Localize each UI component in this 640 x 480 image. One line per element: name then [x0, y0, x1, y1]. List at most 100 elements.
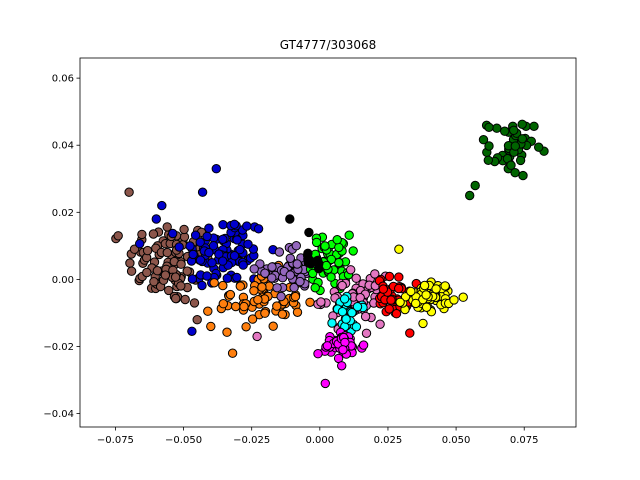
scatter-point [227, 348, 238, 358]
scatter-point [267, 262, 277, 272]
y-tick-label: −0.02 [43, 342, 74, 353]
scatter-point [492, 123, 502, 133]
scatter-point [500, 126, 510, 136]
scatter-point [394, 244, 404, 254]
scatter-point [411, 298, 421, 309]
scatter-point [295, 276, 305, 287]
scatter-point [243, 239, 253, 249]
y-tick-label: 0.00 [52, 275, 74, 286]
scatter-point [218, 234, 228, 245]
scatter-point [206, 321, 216, 332]
scatter-point [358, 340, 369, 350]
scatter-point [249, 264, 259, 274]
scatter-point [337, 361, 347, 371]
scatter-point [391, 309, 402, 319]
scatter-point [440, 281, 450, 291]
scatter-point [239, 301, 249, 312]
scatter-point [211, 164, 222, 174]
scatter-point [197, 187, 208, 197]
scatter-point [421, 290, 431, 300]
scatter-point [292, 307, 303, 317]
scatter-point [187, 274, 198, 284]
scatter-point [370, 269, 380, 279]
scatter-point [285, 253, 295, 263]
scatter-point [174, 242, 184, 252]
scatter-point [135, 239, 145, 249]
scatter-points [111, 119, 549, 389]
x-tick-label: 0.050 [442, 435, 471, 446]
scatter-point [171, 293, 181, 304]
scatter-point [197, 280, 207, 291]
scatter-point [235, 244, 245, 255]
scatter-point [339, 294, 350, 304]
y-tick-label: 0.02 [52, 208, 74, 219]
scatter-point [126, 266, 137, 276]
scatter-point [267, 273, 277, 283]
scatter-point [312, 255, 323, 266]
x-tick-label: 0.025 [374, 435, 403, 446]
scatter-point [327, 318, 337, 328]
scatter-point [162, 247, 173, 258]
scatter-point [311, 237, 322, 248]
scatter-point [162, 222, 172, 232]
scatter-point [304, 227, 314, 238]
scatter-point [515, 155, 526, 166]
scatter-point [218, 256, 228, 266]
scatter-point [344, 230, 354, 240]
scatter-point [449, 295, 459, 305]
scatter-point [395, 297, 405, 307]
scatter-point [125, 258, 135, 268]
scatter-point [419, 280, 430, 291]
scatter-point [185, 241, 195, 251]
scatter-point [320, 241, 330, 251]
scatter-point [231, 301, 241, 312]
scatter-point [160, 270, 171, 280]
scatter-point [176, 259, 186, 269]
scatter-point [272, 301, 282, 311]
y-tick-label: −0.04 [43, 409, 74, 420]
scatter-point [124, 187, 134, 197]
scatter-point [326, 272, 336, 282]
scatter-point [305, 297, 315, 307]
scatter-point [204, 247, 214, 258]
scatter-point [189, 298, 200, 308]
scatter-point [484, 141, 494, 151]
scatter-point [209, 278, 219, 288]
scatter-point [351, 322, 362, 332]
scatter-point [341, 314, 351, 324]
x-tick-label: −0.025 [233, 435, 270, 446]
scatter-point [152, 266, 163, 276]
scatter-point [260, 268, 270, 278]
scatter-point [483, 155, 493, 166]
scatter-point [229, 219, 240, 230]
x-tick-label: 0.000 [306, 435, 335, 446]
scatter-point [289, 282, 299, 293]
scatter-point [337, 307, 348, 317]
scatter-point [149, 277, 159, 287]
scatter-point [225, 289, 236, 300]
scatter-point [151, 214, 162, 224]
scatter-point [187, 326, 197, 336]
scatter-point [202, 231, 212, 242]
scatter-point [506, 160, 516, 170]
scatter-point [360, 311, 371, 322]
scatter-point [229, 251, 240, 261]
scatter-point [277, 309, 288, 319]
scatter-point [334, 242, 344, 253]
y-tick-label: 0.06 [52, 74, 74, 85]
scatter-point [465, 190, 475, 201]
scatter-point [313, 349, 323, 359]
scatter-point [394, 283, 404, 294]
scatter-point [534, 142, 544, 152]
scatter-point [316, 297, 326, 307]
scatter-point [348, 246, 358, 256]
scatter-point [285, 270, 295, 280]
scatter-point [247, 314, 258, 324]
scatter-point [257, 282, 267, 292]
scatter-point [355, 293, 365, 303]
scatter-point [386, 295, 396, 305]
y-tick-label: 0.04 [52, 141, 74, 152]
scatter-point [384, 271, 395, 282]
scatter-point [308, 268, 318, 279]
